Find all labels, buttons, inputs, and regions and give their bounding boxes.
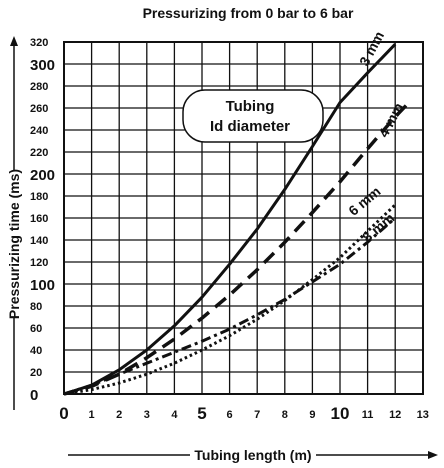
x-axis-label: Tubing length (m): [194, 447, 311, 463]
x-tick-label: 6: [227, 409, 233, 421]
series-lines: [63, 43, 411, 396]
x-tick-label: 10: [331, 404, 350, 423]
y-tick-label: 20: [30, 367, 42, 379]
y-axis-label: Pressurizing time (ms): [6, 169, 22, 319]
x-tick-label: 4: [171, 409, 178, 421]
x-tick-label: 8: [282, 409, 288, 421]
y-tick-label: 80: [30, 301, 42, 313]
y-axis-arrow-head: [10, 36, 18, 46]
series-labels: 3 mm4 mm6 mm8 mm: [345, 29, 406, 246]
x-tick-label: 2: [116, 409, 122, 421]
y-tick-label: 60: [30, 323, 42, 335]
y-axis-label-group: Pressurizing time (ms): [6, 36, 22, 410]
plot-frame: [63, 41, 424, 395]
x-tick-label: 1: [89, 409, 95, 421]
annotation-line-1: Tubing: [226, 98, 275, 115]
y-tick-label: 300: [30, 57, 55, 74]
y-tick-label: 120: [30, 257, 48, 269]
y-tick-label: 40: [30, 345, 42, 357]
y-tick-label: 280: [30, 81, 48, 93]
y-tick-label: 220: [30, 147, 48, 159]
series-label-6mm: 6 mm: [345, 183, 383, 219]
x-tick-label: 11: [362, 409, 374, 421]
x-tick-label: 7: [254, 409, 260, 421]
y-tick-label: 320: [30, 37, 48, 49]
series-label-3mm: 3 mm: [356, 29, 387, 69]
y-tick-label: 160: [30, 213, 48, 225]
tubing-id-annotation: Tubing Id diameter: [182, 89, 324, 143]
y-tick-label: 140: [30, 235, 48, 247]
x-tick-label: 12: [389, 409, 401, 421]
series-line-8mm: [63, 216, 397, 396]
series-line-6mm: [63, 203, 397, 396]
y-tick-label: 100: [30, 277, 55, 294]
annotation-line-2: Id diameter: [210, 118, 290, 135]
x-tick-label: 13: [417, 409, 429, 421]
annotation-box: [182, 89, 324, 143]
series-line-3mm: [63, 43, 397, 396]
y-tick-label: 200: [30, 167, 55, 184]
x-tick-label: 3: [144, 409, 150, 421]
x-axis-arrow-head: [428, 451, 438, 459]
x-tick-label: 5: [197, 404, 206, 423]
y-tick-label: 0: [30, 387, 38, 404]
y-tick-label: 180: [30, 191, 48, 203]
y-tick-labels: 0 20 40 60 80 100 120 140 160 180 200 220 240 260 280 3…: [30, 37, 55, 404]
x-tick-label: 0: [59, 404, 68, 423]
x-axis-label-group: Tubing length (m): [68, 447, 438, 463]
series-label-4mm: 4 mm: [375, 100, 406, 140]
y-tick-label: 260: [30, 103, 48, 115]
x-tick-label: 9: [309, 409, 315, 421]
chart-title: Pressurizing from 0 bar to 6 bar: [143, 5, 354, 21]
x-tick-labels: 0 1 2 3 4 5 6 7 8 9 10 11 12 13: [59, 404, 429, 423]
y-tick-label: 240: [30, 125, 48, 137]
